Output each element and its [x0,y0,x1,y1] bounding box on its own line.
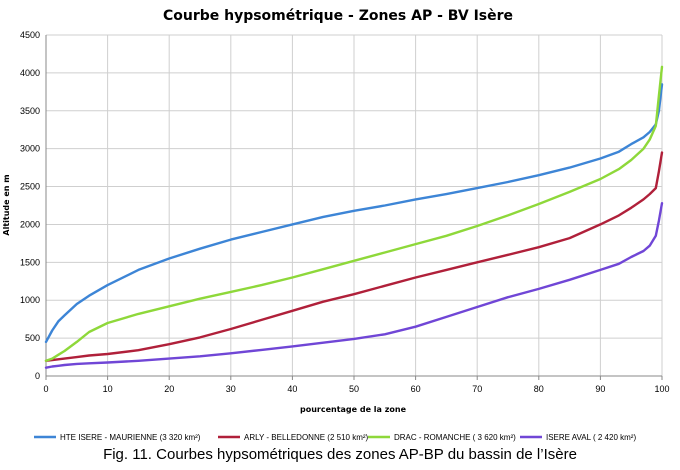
y-axis-title: Altitude en m [2,174,11,235]
series-lines [44,65,664,369]
x-tick-label: 0 [43,384,48,394]
x-axis-title: pourcentage de la zone [300,405,407,414]
axes: 0 500 1000 1500 2000 2500 3000 3500 4000 4500 0 10 2… [20,30,670,394]
y-tick-label: 2000 [20,219,40,229]
series-line-1 [44,83,664,344]
figure-caption: Fig. 11. Courbes hypsométriques des zone… [103,446,577,463]
y-tick-label: 3000 [20,144,40,154]
x-tick-label: 40 [287,384,297,394]
series-line-3 [44,65,664,362]
legend-label-2: ARLY - BELLEDONNE (2 510 km²) [244,433,369,442]
y-tick-label: 1500 [20,257,40,267]
hypsometric-chart: Courbe hypsométrique - Zones AP - BV Isè… [2,8,670,442]
x-tick-label: 50 [349,384,359,394]
series-line-2 [44,151,664,362]
chart-title: Courbe hypsométrique - Zones AP - BV Isè… [163,8,513,24]
x-tick-label: 90 [595,384,605,394]
x-tick-label: 20 [164,384,174,394]
grid [45,34,663,377]
x-tick-label: 70 [472,384,482,394]
y-tick-label: 2500 [20,182,40,192]
legend-label-4: ISERE AVAL ( 2 420 km²) [546,433,636,442]
x-tick-label: 80 [534,384,544,394]
y-tick-label: 0 [35,371,40,381]
legend-label-1: HTE ISERE - MAURIENNE (3 320 km²) [60,433,201,442]
series-line-4 [44,202,664,369]
legend: HTE ISERE - MAURIENNE (3 320 km²) ARLY - … [34,433,636,442]
y-tick-label: 3500 [20,106,40,116]
legend-label-3: DRAC - ROMANCHE ( 3 620 km²) [394,433,516,442]
x-tick-label: 10 [103,384,113,394]
x-tick-label: 30 [226,384,236,394]
y-tick-label: 4000 [20,68,40,78]
y-tick-label: 500 [25,333,40,343]
y-tick-label: 4500 [20,30,40,40]
x-tick-label: 60 [411,384,421,394]
x-tick-label: 100 [654,384,669,394]
y-tick-label: 1000 [20,295,40,305]
